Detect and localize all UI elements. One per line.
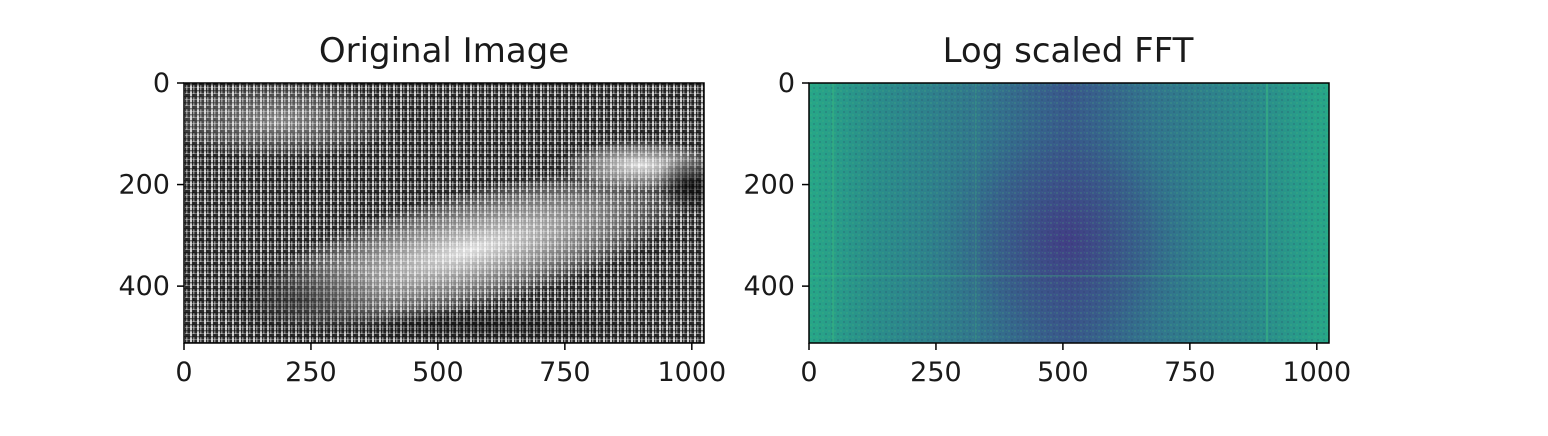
panel-1-ytick-label: 400: [118, 271, 170, 302]
panel-2-axes: 0 250 500 750 1000 0 200 400: [743, 68, 1351, 388]
panel-1-xtick-label: 1000: [657, 357, 726, 388]
panel-1-xtick-label: 750: [539, 357, 591, 388]
image-fft: [809, 83, 1329, 343]
panel-1-xtick-label: 250: [285, 357, 337, 388]
panel-log-fft: Log scaled FFT 0 250 500 750 1000 0 200 400: [743, 31, 1351, 388]
panel-1-title: Original Image: [319, 31, 569, 71]
panel-1-frame: [183, 82, 705, 344]
panel-2-xtick-label: 750: [1164, 357, 1216, 388]
panel-2-ytick-label: 0: [778, 68, 795, 99]
panel-2-xtick-label: 500: [1037, 357, 1089, 388]
panel-1-xtick-label: 0: [175, 357, 192, 388]
panel-2-ytick-label: 400: [743, 271, 795, 302]
panel-1-axes: 0 250 500 750 1000 0 200 400: [118, 68, 726, 388]
panel-2-xtick-label: 0: [800, 357, 817, 388]
panel-1-xtick-label: 500: [412, 357, 464, 388]
panel-2-ytick-label: 200: [743, 170, 795, 201]
panel-2-frame: [808, 82, 1330, 344]
panel-2-xtick-label: 1000: [1282, 357, 1351, 388]
panel-2-title: Log scaled FFT: [943, 31, 1194, 71]
panel-original-image: Original Image 0 250 500 750 1000 0 200 400: [118, 31, 726, 388]
panel-2-xtick-label: 250: [910, 357, 962, 388]
panel-1-ytick-label: 0: [153, 68, 170, 99]
panel-1-ytick-label: 200: [118, 170, 170, 201]
image-original: [184, 83, 704, 343]
